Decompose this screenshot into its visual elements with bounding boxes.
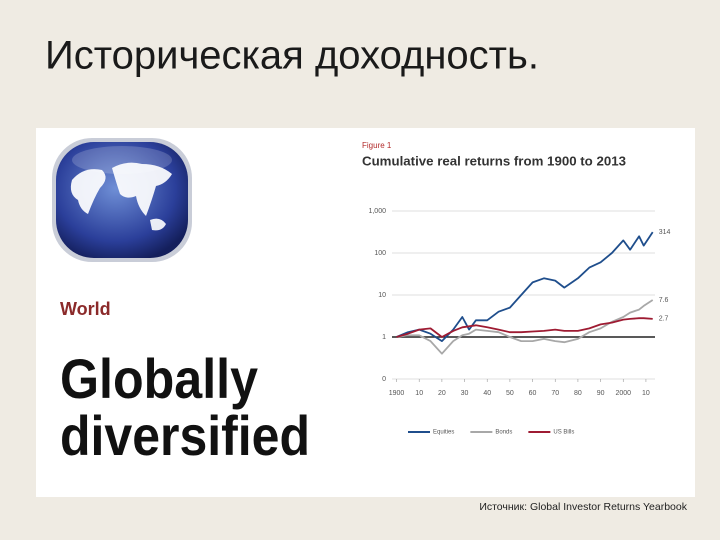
series-line bbox=[396, 299, 654, 355]
globe-icon bbox=[52, 138, 192, 262]
x-tick-label: 40 bbox=[483, 390, 491, 397]
figure-label: Figure 1 bbox=[362, 141, 392, 150]
y-tick-label: 0 bbox=[382, 376, 386, 383]
x-tick-label: 70 bbox=[551, 390, 559, 397]
panel-line: diversified bbox=[60, 404, 310, 467]
x-tick-label: 10 bbox=[642, 390, 650, 397]
x-tick-label: 90 bbox=[597, 390, 605, 397]
x-tick-label: 50 bbox=[506, 390, 514, 397]
slide-title: Историческая доходность. bbox=[45, 34, 539, 78]
x-tick-label: 2000 bbox=[615, 390, 631, 397]
y-tick-label: 1,000 bbox=[368, 208, 386, 215]
legend-label: US Bills bbox=[553, 430, 574, 436]
x-tick-label: 30 bbox=[461, 390, 469, 397]
x-tick-label: 80 bbox=[574, 390, 582, 397]
series-line bbox=[396, 317, 653, 338]
y-tick-label: 1 bbox=[382, 334, 386, 341]
source-note: Источник: Global Investor Returns Yearbo… bbox=[479, 501, 687, 513]
y-tick-label: 10 bbox=[378, 292, 386, 299]
x-tick-label: 60 bbox=[529, 390, 537, 397]
legend-label: Bonds bbox=[495, 430, 512, 436]
panel-region: World bbox=[60, 299, 111, 319]
panel-line: Globally bbox=[60, 347, 258, 410]
series-line bbox=[396, 231, 654, 342]
value-label: 2.7 bbox=[659, 316, 669, 323]
chart-title: Cumulative real returns from 1900 to 201… bbox=[362, 153, 626, 168]
x-tick-label: 20 bbox=[438, 390, 446, 397]
legend-label: Equities bbox=[433, 430, 454, 436]
x-tick-label: 1900 bbox=[389, 390, 405, 397]
value-label: 314 bbox=[659, 229, 671, 236]
x-tick-label: 10 bbox=[415, 390, 423, 397]
y-tick-label: 100 bbox=[374, 250, 386, 257]
value-label: 7.6 bbox=[659, 297, 669, 304]
